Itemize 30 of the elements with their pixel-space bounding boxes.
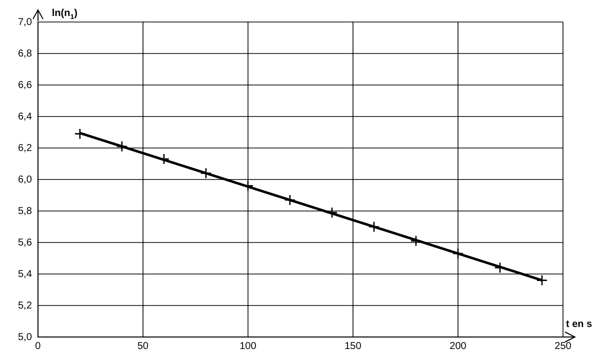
point: [242, 180, 254, 192]
point: [536, 274, 548, 286]
y-tick-label: 6,8: [18, 48, 32, 60]
point: [368, 221, 380, 232]
point: [74, 128, 86, 140]
x-tick-label: 0: [35, 340, 42, 352]
y-tick-label: 6,4: [18, 111, 32, 122]
x-tick-label: 150: [344, 340, 362, 352]
point: [116, 140, 128, 152]
y-tick-label: 5,0: [18, 332, 32, 343]
y-tick-label: 6,6: [18, 80, 32, 91]
x-tick-label: 250: [554, 340, 572, 352]
y-tick-label: 5,6: [18, 237, 32, 248]
point: [452, 248, 464, 260]
point: [284, 194, 296, 206]
y-tick-label: 6,0: [18, 174, 32, 186]
x-axis-title: t en s: [566, 319, 593, 330]
y-tick-label: 5,4: [18, 268, 32, 280]
y-tick-label: 6,2: [18, 142, 32, 154]
y-tick-label: 7,0: [18, 16, 32, 28]
x-tick-label: 200: [450, 340, 467, 352]
point: [200, 168, 212, 179]
point: [494, 262, 506, 274]
x-tick-label: 100: [240, 340, 257, 352]
point: [410, 235, 422, 247]
point: [326, 206, 338, 218]
y-tick-label: 5,2: [18, 300, 32, 312]
point: [158, 153, 170, 165]
y-tick-label: 5,8: [18, 206, 32, 217]
x-tick-label: 50: [137, 340, 149, 352]
